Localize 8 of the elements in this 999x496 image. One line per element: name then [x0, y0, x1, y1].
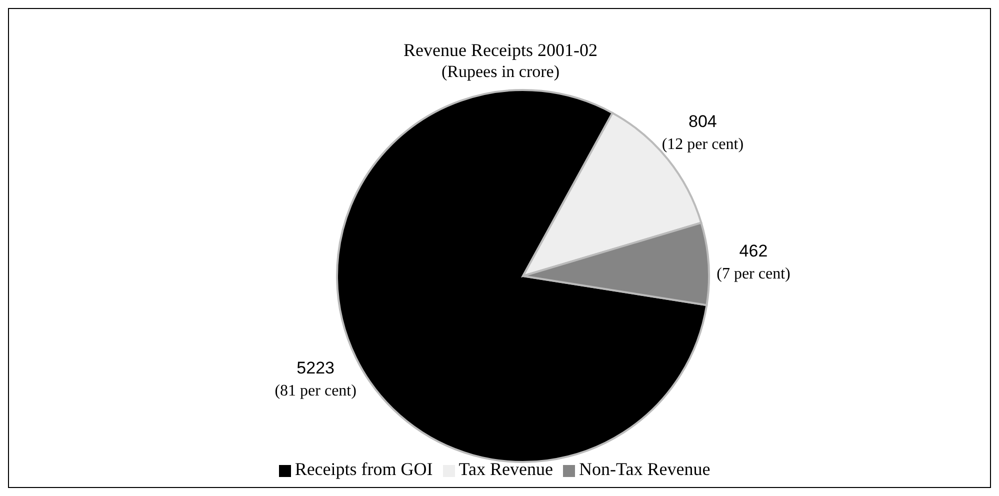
chart-subtitle: (Rupees in crore) [440, 61, 560, 83]
legend-label: Non-Tax Revenue [578, 459, 710, 479]
data-label: 462 (7 per cent) [716, 242, 790, 283]
data-label: 804 (12 per cent) [662, 112, 744, 153]
legend-label: Tax Revenue [458, 459, 553, 479]
chart-title: Revenue Receipts 2001-02 [402, 39, 598, 61]
data-label: 5223 (81 per cent) [274, 358, 356, 400]
legend-label: Receipts from GOI [294, 459, 433, 479]
